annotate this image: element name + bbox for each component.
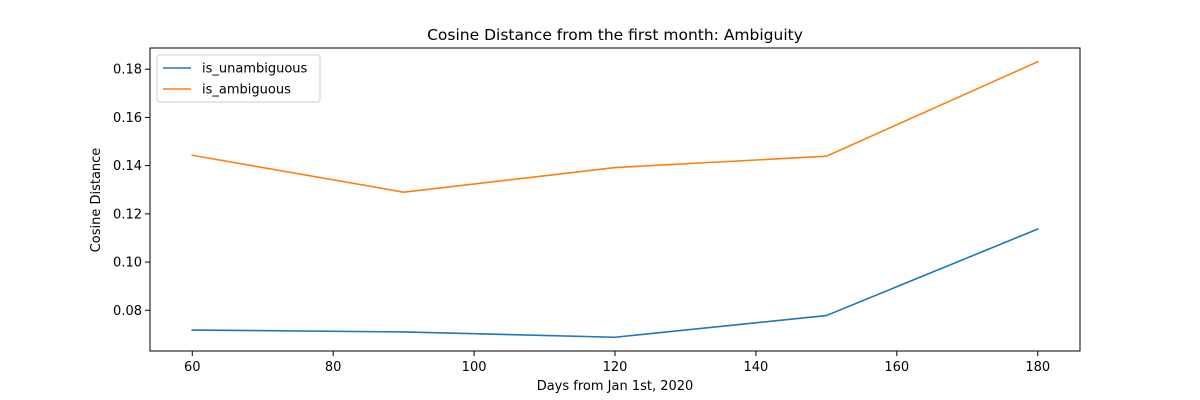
- series-line-is-ambiguous: [191, 60, 1039, 193]
- legend-label-is-ambiguous: is_ambiguous: [202, 83, 291, 98]
- y-axis-ticks: 0.08 0.10 0.12 0.14 0.16 0.18: [113, 63, 150, 319]
- y-axis-label: Cosine Distance: [89, 148, 104, 253]
- x-tick-label: 80: [325, 360, 342, 375]
- y-tick-label: 0.10: [113, 256, 142, 271]
- x-tick-label: 140: [743, 360, 768, 375]
- x-tick-label: 60: [184, 360, 201, 375]
- y-tick-label: 0.14: [113, 159, 142, 174]
- x-axis-label: Days from Jan 1st, 2020: [537, 379, 694, 394]
- plot-area-frame: [149, 47, 1081, 352]
- series-line-is-unambiguous: [191, 227, 1039, 339]
- legend-box: [156, 54, 321, 103]
- y-tick-label: 0.18: [113, 63, 142, 78]
- x-tick-label: 160: [884, 360, 909, 375]
- x-tick-label: 120: [603, 360, 628, 375]
- chart-title: Cosine Distance from the first month: Am…: [427, 26, 803, 44]
- series-lines: [191, 60, 1039, 339]
- y-tick-label: 0.12: [113, 207, 142, 222]
- legend-label-is-unambiguous: is_unambiguous: [202, 62, 308, 77]
- y-tick-label: 0.16: [113, 111, 142, 126]
- y-tick-label: 0.08: [113, 304, 142, 319]
- x-axis-ticks: 60 80 100 120 140 160 180: [184, 351, 1050, 375]
- x-tick-label: 100: [462, 360, 487, 375]
- x-tick-label: 180: [1025, 360, 1050, 375]
- legend: is_unambiguous is_ambiguous: [156, 54, 321, 103]
